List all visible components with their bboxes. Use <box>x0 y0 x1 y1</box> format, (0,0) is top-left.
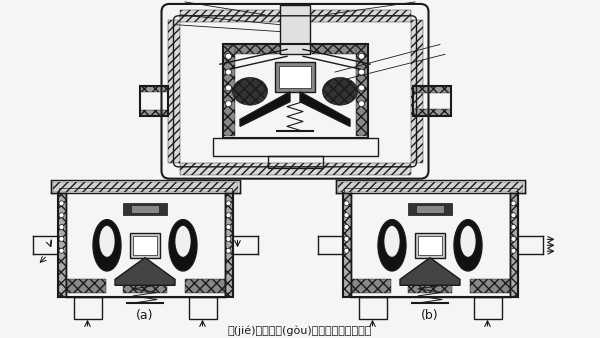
Circle shape <box>344 236 349 241</box>
Bar <box>413 87 451 93</box>
Ellipse shape <box>233 77 268 105</box>
Circle shape <box>344 248 349 253</box>
Polygon shape <box>240 92 290 126</box>
Circle shape <box>226 53 232 59</box>
Circle shape <box>226 85 232 91</box>
Bar <box>470 280 509 293</box>
Text: (a): (a) <box>136 309 154 322</box>
Ellipse shape <box>169 220 197 271</box>
Bar <box>343 193 350 297</box>
Ellipse shape <box>323 77 358 105</box>
Bar <box>350 280 391 293</box>
Circle shape <box>226 101 232 106</box>
Ellipse shape <box>99 225 115 257</box>
Bar <box>139 87 167 92</box>
Bar <box>212 138 377 156</box>
Bar <box>335 180 524 193</box>
Ellipse shape <box>175 225 191 257</box>
Bar <box>410 20 422 163</box>
Circle shape <box>226 236 231 241</box>
Circle shape <box>344 201 349 206</box>
Bar <box>223 46 235 136</box>
Polygon shape <box>300 92 350 126</box>
Bar <box>131 205 159 213</box>
Circle shape <box>359 101 365 106</box>
Bar <box>413 109 451 116</box>
Bar <box>355 46 367 136</box>
Bar <box>268 156 323 168</box>
Text: 節(jié)溫器的構(gòu)造及工作原理示意圖: 節(jié)溫器的構(gòu)造及工作原理示意圖 <box>228 326 372 336</box>
Circle shape <box>226 248 231 253</box>
Circle shape <box>226 69 232 75</box>
Circle shape <box>226 201 231 206</box>
Circle shape <box>59 224 64 230</box>
Bar <box>275 62 315 92</box>
Circle shape <box>59 236 64 241</box>
Bar <box>473 297 502 319</box>
Circle shape <box>511 236 516 241</box>
Bar <box>58 193 65 297</box>
Bar <box>123 203 167 215</box>
Ellipse shape <box>460 225 476 257</box>
Ellipse shape <box>454 220 482 271</box>
Bar <box>179 163 410 175</box>
Circle shape <box>511 248 516 253</box>
Polygon shape <box>400 258 460 285</box>
Circle shape <box>59 213 64 218</box>
Bar <box>413 87 451 116</box>
Bar <box>224 44 365 54</box>
Bar <box>359 297 386 319</box>
Bar <box>74 297 101 319</box>
Bar <box>139 110 167 116</box>
Circle shape <box>511 224 516 230</box>
Circle shape <box>511 201 516 206</box>
Circle shape <box>344 213 349 218</box>
Bar <box>343 188 517 193</box>
Bar <box>509 193 517 297</box>
Bar <box>133 236 157 255</box>
Circle shape <box>359 85 365 91</box>
Ellipse shape <box>378 220 406 271</box>
Bar <box>65 280 106 293</box>
Bar <box>130 233 160 258</box>
Circle shape <box>226 213 231 218</box>
Bar <box>188 297 217 319</box>
Circle shape <box>359 53 365 59</box>
Bar <box>408 280 452 293</box>
Bar <box>179 10 410 22</box>
Bar <box>280 5 310 54</box>
Bar <box>59 188 232 193</box>
Circle shape <box>59 248 64 253</box>
Bar <box>123 280 167 293</box>
Bar <box>139 87 167 116</box>
Bar <box>50 180 239 193</box>
Bar <box>224 193 233 297</box>
Ellipse shape <box>93 220 121 271</box>
Bar <box>185 280 224 293</box>
Ellipse shape <box>384 225 400 257</box>
Bar <box>279 66 311 88</box>
Bar <box>408 203 452 215</box>
Bar <box>416 205 444 213</box>
Circle shape <box>59 201 64 206</box>
Circle shape <box>344 224 349 230</box>
Bar <box>415 233 445 258</box>
Polygon shape <box>115 258 175 285</box>
Bar <box>418 236 442 255</box>
Circle shape <box>359 69 365 75</box>
Circle shape <box>226 224 231 230</box>
Circle shape <box>511 213 516 218</box>
Bar <box>337 182 523 192</box>
Bar <box>167 20 179 163</box>
Bar <box>223 44 367 138</box>
Text: (b): (b) <box>421 309 439 322</box>
Bar <box>53 182 238 192</box>
